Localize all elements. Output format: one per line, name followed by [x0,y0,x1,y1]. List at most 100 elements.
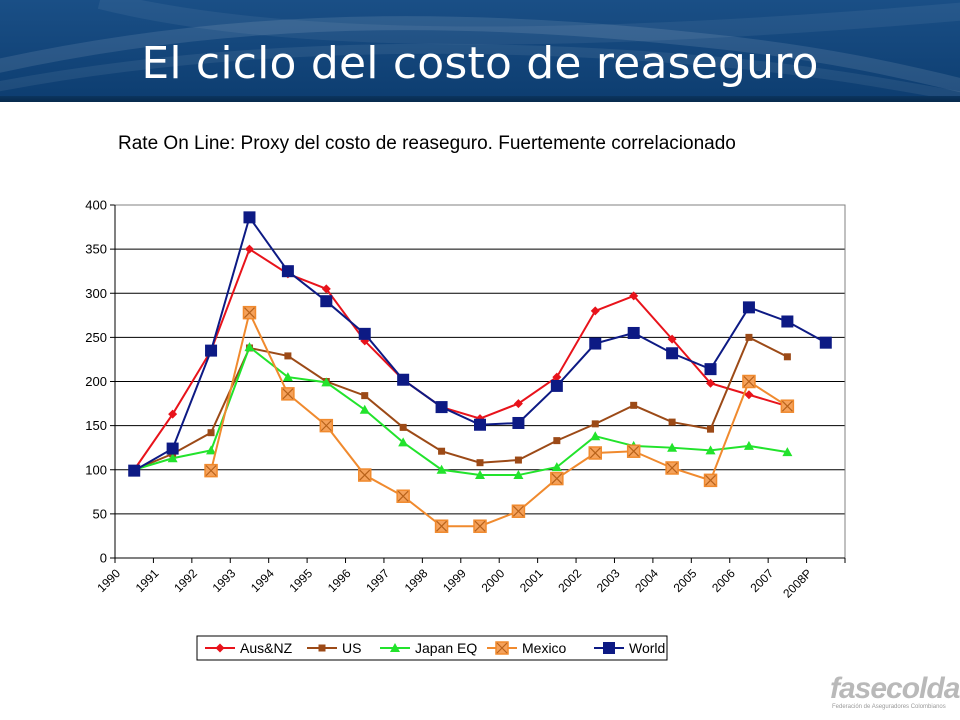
x-tick-label: 1994 [248,566,277,595]
data-point [318,644,326,652]
x-tick-label: 1992 [171,566,200,595]
x-tick-label: 1990 [94,566,123,595]
data-point [398,437,409,447]
data-point [361,392,369,400]
slide-header: El ciclo del costo de reaseguro [0,0,960,102]
chart-subtitle: Rate On Line: Proxy del costo de reasegu… [118,133,736,154]
data-point [512,416,525,429]
y-tick-label: 400 [85,198,107,213]
y-tick-label: 300 [85,286,107,301]
data-point [205,344,218,357]
data-point [603,642,615,654]
data-point [782,447,793,457]
legend-item: Japan EQ [380,640,477,656]
data-point [590,431,601,441]
data-point [742,301,755,314]
data-point-cross [551,473,563,484]
series-mexico [204,305,795,533]
series-us [130,333,791,474]
data-point-cross [628,445,640,457]
data-point [668,418,676,426]
data-point [704,363,717,376]
data-point [168,409,178,419]
legend: Aus&NZ US Japan EQ Mexico World [196,635,668,661]
data-point-cross [359,469,371,481]
x-tick-label: 1999 [440,566,469,595]
data-point-cross [512,505,524,517]
y-tick-label: 200 [85,374,107,389]
y-tick-label: 350 [85,242,107,257]
data-point [244,342,255,352]
series-world [128,211,832,477]
data-point-cross [436,520,448,532]
data-point [552,372,562,382]
data-point [399,423,407,431]
data-point [627,326,640,339]
header-decoration [0,0,960,102]
data-point-cross [705,474,716,486]
data-point [128,464,141,477]
y-tick-label: 150 [85,418,107,433]
x-tick-label: 1995 [286,566,315,595]
data-point [550,379,563,392]
data-point [706,378,716,388]
data-point [667,334,677,344]
data-point [475,470,485,480]
legend-label: Aus&NZ [240,640,293,656]
data-point-cross [397,490,409,502]
x-tick-label: 1996 [325,566,354,595]
data-point [630,401,638,409]
slide-title: El ciclo del costo de reaseguro [141,38,819,89]
series-line [133,215,827,472]
data-point [435,401,448,414]
series-line [133,345,788,477]
x-tick-label: 2007 [747,566,776,595]
data-point [513,399,523,409]
data-point [514,456,522,464]
data-point [166,442,179,455]
x-tick-label: 1991 [133,566,162,595]
data-point [243,211,256,224]
x-tick-label: 2006 [709,566,738,595]
data-point [705,445,716,455]
data-point [436,464,447,474]
data-point [629,291,639,301]
data-point [207,429,215,437]
x-tick-label: 1998 [402,566,431,595]
data-point [513,470,524,480]
data-point [819,336,832,349]
data-point [783,353,791,361]
legend-label: Japan EQ [415,640,477,656]
y-tick-label: 50 [93,506,107,521]
data-point [244,244,254,254]
legend-box [196,635,668,661]
data-point [476,459,484,467]
data-point [359,404,370,414]
data-point [215,643,225,653]
data-point [281,265,294,278]
data-point [591,420,599,428]
y-tick-label: 100 [85,462,107,477]
data-point-cross [666,462,678,474]
logo-wordmark: fasecolda [830,672,960,705]
data-point [590,306,600,316]
x-tick-label: 2008P [780,566,814,600]
data-point-cross [205,465,217,477]
x-tick-label: 1993 [210,566,239,595]
data-point [589,337,602,350]
data-point [438,447,446,455]
data-point [206,445,217,455]
legend-label: US [342,640,361,656]
legend-item: US [307,640,361,656]
data-point [745,333,753,341]
legend-item: Mexico [487,640,567,656]
data-point [743,440,754,450]
data-point [666,347,679,360]
legend-label: Mexico [522,640,567,656]
legend-item: Aus&NZ [205,640,293,656]
series-line [210,309,788,528]
data-point-cross [474,520,486,532]
data-point-cross [320,420,332,432]
data-point [282,372,293,382]
